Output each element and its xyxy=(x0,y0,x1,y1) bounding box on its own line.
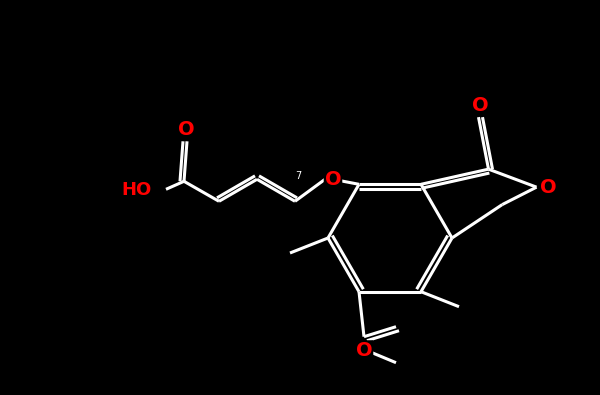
Text: 7: 7 xyxy=(295,171,301,181)
Text: O: O xyxy=(356,341,373,360)
Text: O: O xyxy=(178,120,194,139)
Text: HO: HO xyxy=(122,181,152,199)
Text: O: O xyxy=(472,96,489,115)
Text: O: O xyxy=(540,178,557,197)
Text: O: O xyxy=(325,170,341,189)
